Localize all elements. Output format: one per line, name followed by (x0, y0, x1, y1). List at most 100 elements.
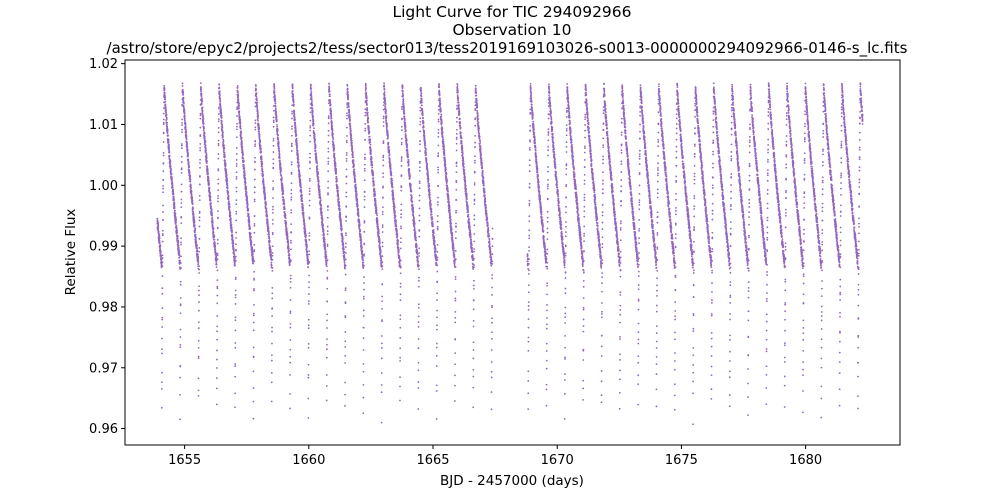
flux-point (287, 241, 290, 244)
flux-point (248, 216, 250, 219)
flux-point (261, 165, 264, 168)
flux-point (324, 246, 326, 249)
flux-point (351, 148, 354, 151)
flux-point (272, 197, 274, 199)
flux-point (190, 186, 193, 189)
flux-point (373, 183, 375, 186)
flux-point (381, 224, 384, 227)
flux-point (272, 119, 275, 122)
flux-point (380, 357, 383, 360)
flux-point (216, 258, 219, 261)
flux-point (353, 172, 356, 174)
flux-point (235, 175, 238, 178)
flux-point (322, 232, 325, 235)
flux-point (356, 200, 359, 202)
flux-point (292, 103, 295, 106)
flux-point (311, 110, 314, 113)
flux-point (235, 210, 238, 213)
flux-point (272, 116, 275, 119)
flux-point (202, 117, 205, 120)
flux-point (309, 119, 312, 122)
flux-point (363, 254, 366, 257)
flux-point (217, 178, 220, 181)
flux-point (297, 153, 299, 156)
flux-point (211, 214, 214, 217)
flux-point (291, 83, 294, 86)
flux-point (198, 225, 201, 228)
flux-point (161, 240, 164, 243)
flux-point (179, 336, 182, 338)
flux-point (327, 147, 330, 150)
flux-point (372, 179, 375, 182)
flux-point (185, 135, 188, 138)
flux-point (181, 128, 183, 131)
flux-point (309, 152, 311, 155)
flux-point (217, 189, 220, 192)
flux-point (291, 128, 293, 130)
flux-point (291, 112, 293, 115)
flux-point (196, 244, 198, 246)
flux-point (180, 215, 183, 218)
flux-point (177, 240, 180, 243)
flux-point (162, 187, 165, 190)
flux-point (207, 177, 210, 180)
flux-point (222, 138, 225, 141)
flux-point (182, 93, 185, 96)
flux-point (209, 199, 212, 202)
flux-point (262, 174, 265, 177)
flux-point (252, 253, 254, 256)
flux-point (294, 119, 296, 121)
flux-point (345, 157, 348, 160)
flux-point (165, 118, 168, 120)
flux-point (308, 217, 311, 220)
flux-point (335, 171, 338, 173)
flux-point (253, 224, 256, 227)
flux-point (357, 208, 360, 211)
flux-point (369, 152, 372, 155)
flux-point (160, 258, 163, 261)
flux-point (318, 189, 321, 191)
flux-point (214, 244, 217, 247)
flux-point (272, 139, 275, 142)
flux-point (308, 293, 310, 295)
flux-point (165, 110, 167, 113)
flux-point (234, 303, 237, 305)
flux-point (235, 231, 238, 234)
flux-point (197, 309, 200, 312)
flux-point (346, 87, 349, 90)
flux-point (292, 101, 295, 104)
flux-point (157, 226, 160, 229)
flux-point (216, 269, 219, 272)
flux-point (340, 220, 342, 222)
flux-point (328, 86, 331, 89)
flux-point (311, 100, 313, 102)
flux-point (326, 319, 328, 322)
flux-point (236, 125, 238, 128)
flux-point (210, 202, 212, 205)
flux-point (357, 214, 360, 216)
flux-point (364, 85, 367, 88)
flux-point (309, 129, 312, 132)
flux-point (308, 286, 310, 289)
flux-point (173, 202, 176, 205)
flux-point (200, 94, 203, 96)
flux-point (327, 192, 329, 195)
flux-point (382, 125, 385, 127)
flux-point (232, 242, 235, 245)
flux-point (294, 122, 297, 125)
flux-point (168, 143, 170, 146)
flux-point (252, 417, 255, 420)
flux-point (211, 222, 214, 224)
flux-point (165, 109, 167, 112)
flux-point (325, 262, 328, 265)
flux-point (244, 174, 246, 177)
flux-point (366, 108, 369, 110)
flux-point (221, 131, 224, 134)
flux-point (199, 82, 202, 85)
flux-point (250, 243, 253, 246)
flux-point (346, 114, 348, 117)
flux-point (241, 140, 243, 143)
flux-point (236, 85, 239, 87)
flux-point (382, 156, 385, 159)
flux-point (277, 142, 280, 145)
